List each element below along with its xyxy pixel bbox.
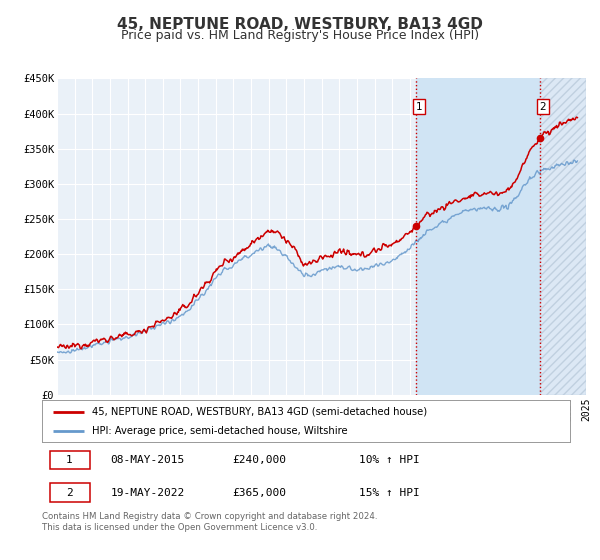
Text: 1: 1 [66,455,73,465]
Text: 15% ↑ HPI: 15% ↑ HPI [359,488,419,498]
Bar [416,78,540,395]
Text: 19-MAY-2022: 19-MAY-2022 [110,488,185,498]
Text: 2: 2 [66,488,73,498]
Text: Contains HM Land Registry data © Crown copyright and database right 2024.
This d: Contains HM Land Registry data © Crown c… [42,512,377,532]
Text: 10% ↑ HPI: 10% ↑ HPI [359,455,419,465]
Text: HPI: Average price, semi-detached house, Wiltshire: HPI: Average price, semi-detached house,… [92,426,348,436]
FancyBboxPatch shape [50,483,89,502]
Bar [540,78,586,395]
FancyBboxPatch shape [50,451,89,469]
Text: 1: 1 [415,101,422,111]
Text: Price paid vs. HM Land Registry's House Price Index (HPI): Price paid vs. HM Land Registry's House … [121,29,479,42]
Text: 2: 2 [539,101,546,111]
Text: £365,000: £365,000 [232,488,286,498]
Text: 08-MAY-2015: 08-MAY-2015 [110,455,185,465]
Text: 45, NEPTUNE ROAD, WESTBURY, BA13 4GD (semi-detached house): 45, NEPTUNE ROAD, WESTBURY, BA13 4GD (se… [92,407,427,417]
Text: £240,000: £240,000 [232,455,286,465]
Text: 45, NEPTUNE ROAD, WESTBURY, BA13 4GD: 45, NEPTUNE ROAD, WESTBURY, BA13 4GD [117,17,483,32]
